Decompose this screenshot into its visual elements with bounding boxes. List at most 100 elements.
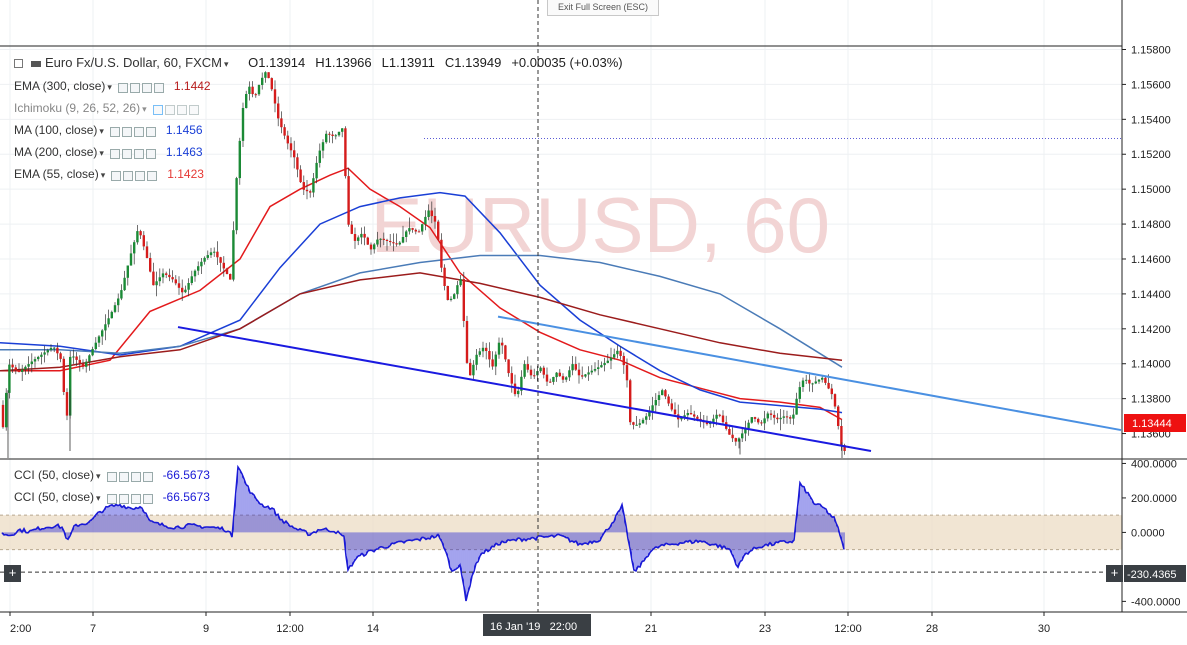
watermark: EURUSD, 60 xyxy=(371,181,830,269)
candle-body xyxy=(427,210,430,217)
candle-body xyxy=(325,133,328,143)
ma-line xyxy=(0,254,843,368)
candle-body xyxy=(257,85,261,95)
indicator-label[interactable]: Ichimoku (9, 26, 52, 26) xyxy=(14,101,141,115)
candle-body xyxy=(241,108,245,141)
cci-legend-1: CCI (50, close) ▾ -66.5673 xyxy=(14,468,210,483)
candle-body xyxy=(843,445,846,451)
candle-body xyxy=(91,349,94,356)
chevron-down-icon[interactable]: ▾ xyxy=(99,148,104,158)
candle-body xyxy=(545,374,549,382)
cci-tick-label: 400.0000 xyxy=(1131,458,1177,470)
candle-body xyxy=(334,135,337,137)
candle-body xyxy=(670,403,673,410)
candle-body xyxy=(421,224,424,232)
candle-body xyxy=(779,417,782,420)
candle-body xyxy=(744,428,747,434)
more-icon xyxy=(133,126,144,137)
candle-body xyxy=(593,369,597,371)
candle-body xyxy=(165,273,168,275)
candle-body xyxy=(328,133,331,135)
hidden-eye-icon xyxy=(152,104,163,115)
indicator-buttons[interactable] xyxy=(109,124,158,138)
candle-body xyxy=(120,290,123,299)
settings-icon xyxy=(129,82,140,93)
candle-body xyxy=(638,423,641,425)
candle-body xyxy=(715,414,718,419)
chevron-down-icon[interactable]: ▾ xyxy=(142,104,147,114)
candle-body xyxy=(229,274,232,280)
more-icon xyxy=(176,104,187,115)
candle-body xyxy=(363,233,366,238)
candle-body xyxy=(830,388,833,395)
chevron-down-icon[interactable]: ▾ xyxy=(99,126,104,136)
indicator-label[interactable]: EMA (300, close) xyxy=(14,79,106,93)
indicator-label[interactable]: MA (200, close) xyxy=(14,145,98,159)
cci-line xyxy=(1,464,845,602)
candle-body xyxy=(622,356,625,366)
candle-body xyxy=(449,298,453,300)
collapse-icon[interactable] xyxy=(14,59,23,69)
candle-body xyxy=(782,416,785,418)
trendlines[interactable] xyxy=(177,315,1122,453)
candle-body xyxy=(8,364,11,393)
cci-band xyxy=(0,515,1122,550)
indicator-label[interactable]: CCI (50, close) xyxy=(14,468,95,482)
chevron-down-icon[interactable]: ▾ xyxy=(96,471,101,481)
settings-icon xyxy=(121,126,132,137)
candle-body xyxy=(651,405,654,411)
chevron-down-icon[interactable]: ▾ xyxy=(96,493,101,503)
candle-body xyxy=(296,157,299,170)
indicator-value: 1.1463 xyxy=(165,145,203,159)
candle-body xyxy=(331,134,334,136)
indicator-buttons[interactable] xyxy=(117,80,166,94)
symbol-name[interactable]: Euro Fx/U.S. Dollar, 60, FXCM xyxy=(45,55,222,70)
candle-body xyxy=(488,351,491,360)
candle-body xyxy=(5,392,8,428)
indicator-buttons[interactable] xyxy=(106,469,155,483)
candle-body xyxy=(94,342,97,349)
indicator-label[interactable]: CCI (50, close) xyxy=(14,490,95,504)
candle-body xyxy=(734,438,737,442)
last-price-label: 1.13444 xyxy=(1124,414,1186,432)
ma-line xyxy=(0,167,843,421)
indicator-buttons[interactable] xyxy=(152,102,201,116)
chevron-down-icon[interactable]: ▾ xyxy=(100,170,106,180)
time-tick-label: 28 xyxy=(926,623,938,635)
chevron-down-icon[interactable]: ▾ xyxy=(224,59,229,69)
price-tick-label: 1.14800 xyxy=(1131,219,1171,231)
time-tick-label: 9 xyxy=(203,623,209,635)
candle-body xyxy=(609,357,613,361)
candle-body xyxy=(299,169,302,183)
chevron-down-icon[interactable]: ▾ xyxy=(107,82,112,92)
candle-body xyxy=(305,189,309,192)
candle-body xyxy=(235,178,238,231)
candle-body xyxy=(353,234,357,241)
candle-body xyxy=(792,414,795,419)
add-right-button[interactable]: + xyxy=(1106,565,1123,582)
indicator-label[interactable]: EMA (55, close) xyxy=(14,167,99,181)
high-value: H1.13966 xyxy=(315,55,372,70)
candle-body xyxy=(469,362,472,376)
candle-body xyxy=(382,238,385,240)
grid xyxy=(0,0,1122,612)
add-left-button[interactable]: + xyxy=(4,565,21,582)
indicator-buttons[interactable] xyxy=(106,491,155,505)
candle-body xyxy=(558,372,561,377)
candle-body xyxy=(837,406,840,426)
indicator-buttons[interactable] xyxy=(111,168,159,182)
indicator-label[interactable]: MA (100, close) xyxy=(14,123,98,137)
candle-body xyxy=(78,359,81,364)
candle-body xyxy=(49,347,53,351)
candle-body xyxy=(584,374,587,377)
candle-body xyxy=(344,128,347,177)
candle-body xyxy=(533,375,536,377)
exit-full-screen-button[interactable]: Exit Full Screen (ESC) xyxy=(547,0,659,16)
indicator-legend-ichimoku: Ichimoku (9, 26, 52, 26) ▾ xyxy=(14,101,209,116)
candle-body xyxy=(168,274,171,278)
candle-body xyxy=(766,413,769,419)
indicator-buttons[interactable] xyxy=(109,146,158,160)
candle-body xyxy=(693,414,696,417)
time-tick-label: 23 xyxy=(759,623,771,635)
